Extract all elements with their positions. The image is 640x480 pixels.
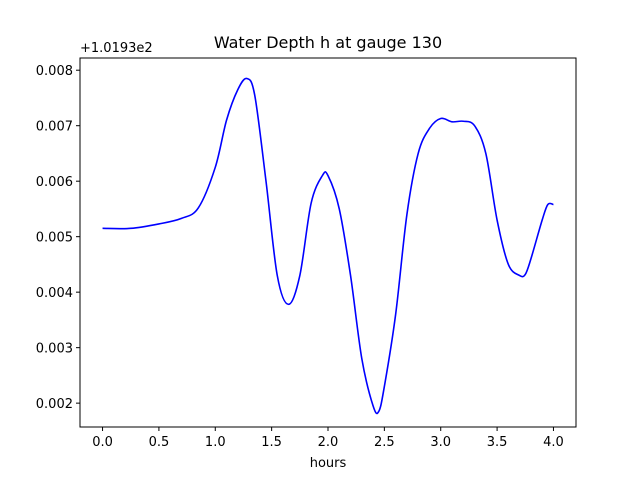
y-tick-label: 0.008 [36, 64, 73, 79]
x-tick-label: 2.0 [318, 435, 339, 450]
x-tick-label: 1.5 [261, 435, 282, 450]
x-tick-label: 3.0 [430, 435, 451, 450]
x-axis-label: hours [310, 456, 347, 471]
y-offset-label: +1.0193e2 [80, 41, 153, 56]
y-tick-label: 0.004 [36, 286, 73, 301]
x-tick-label: 3.5 [487, 435, 508, 450]
series-line [102, 77, 554, 415]
x-tick-label: 4.0 [543, 435, 564, 450]
y-tick-label: 0.002 [36, 397, 73, 412]
y-tick-label: 0.005 [36, 231, 73, 246]
plot-area-frame [79, 57, 577, 428]
x-tick-label: 0.5 [149, 435, 170, 450]
chart-title: Water Depth h at gauge 130 [214, 33, 442, 52]
series-layer [102, 77, 554, 415]
x-tick-label: 2.5 [374, 435, 395, 450]
y-axis: 0.002 0.003 0.004 0.005 0.006 0.007 0.008 [36, 64, 80, 412]
x-tick-label: 0.0 [92, 435, 113, 450]
y-tick-label: 0.007 [36, 120, 73, 135]
x-tick-label: 1.0 [205, 435, 226, 450]
y-tick-label: 0.006 [36, 175, 73, 190]
x-axis: 0.0 0.5 1.0 1.5 2.0 2.5 3.0 3.5 4.0 [92, 427, 564, 450]
y-tick-label: 0.003 [36, 342, 73, 357]
